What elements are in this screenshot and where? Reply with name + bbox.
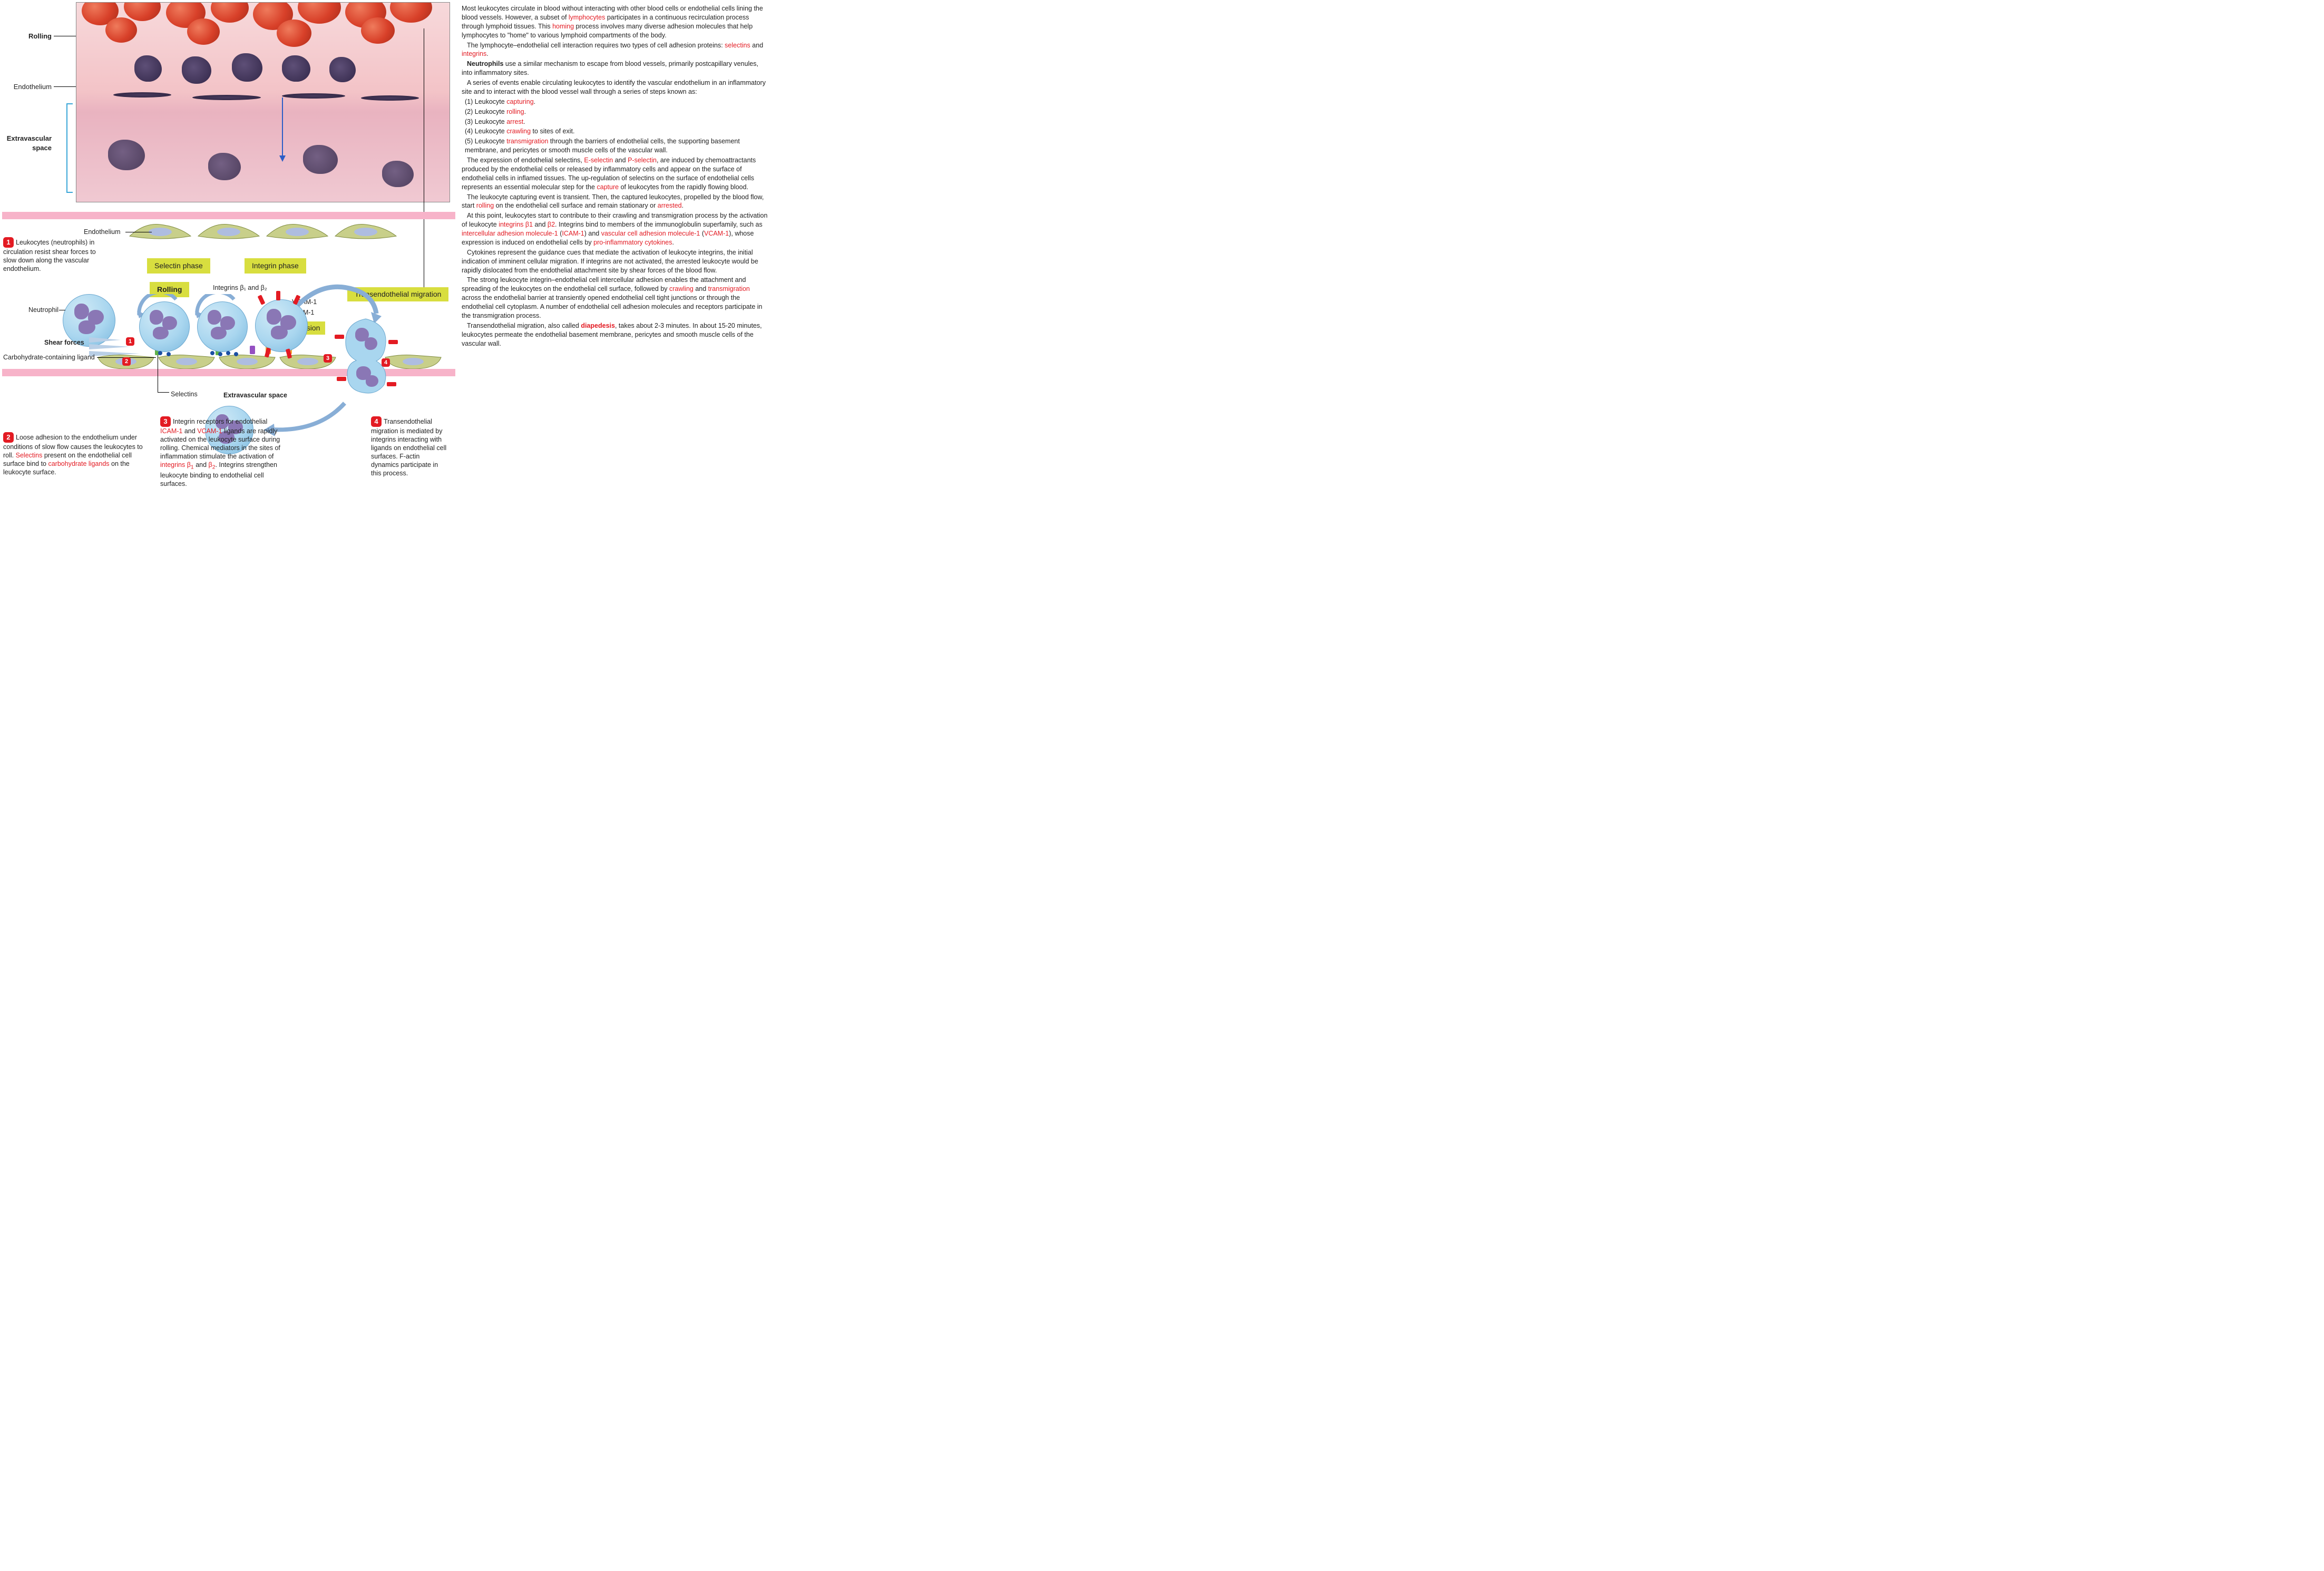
- integrin-phase-box: Integrin phase: [245, 258, 306, 274]
- right-text-column: Most leukocytes circulate in blood witho…: [455, 2, 773, 516]
- page: Rolling Endothelium Extravascular space: [0, 0, 775, 519]
- label-extravascular: Extravascular space: [0, 134, 52, 152]
- neutrophil-4: [255, 299, 308, 352]
- neutrophil-3: [197, 301, 248, 352]
- label-selectins: Selectins: [171, 390, 198, 399]
- micrograph-panel: Rolling Endothelium Extravascular space: [55, 2, 450, 202]
- label-neutrophil: Neutrophil: [28, 306, 58, 315]
- callout-1: 1Leukocytes (neutrophils) in circulation…: [3, 237, 106, 273]
- label-endothelium-top: Endothelium: [84, 228, 121, 237]
- diagram-panel: Endothelium Selectin phase Integrin phas…: [2, 206, 455, 516]
- endo-top-cell: [129, 221, 192, 239]
- selectin-phase-box: Selectin phase: [147, 258, 210, 274]
- label-shear: Shear forces: [44, 338, 84, 347]
- neutrophil-2: [139, 301, 190, 352]
- callout-4: 4Transendothelial migration is mediated …: [371, 416, 447, 477]
- label-extravascular-space: Extravascular space: [223, 391, 287, 400]
- callout-3: 3Integrin receptors for endothelial ICAM…: [160, 416, 284, 488]
- marker-3: 3: [324, 354, 332, 363]
- label-endothelium: Endothelium: [0, 82, 52, 92]
- bracket-extravascular: [66, 103, 73, 193]
- marker-1: 1: [126, 337, 134, 346]
- label-integrins-b: Integrins β₁ and β₂: [213, 284, 267, 292]
- marker-4: 4: [382, 358, 390, 367]
- label-ligand: Carbohydrate-containing ligand: [3, 353, 95, 362]
- pink-bar-top: [2, 212, 455, 219]
- callout-2: 2Loose adhesion to the endothelium under…: [3, 432, 151, 476]
- neutrophil-transmigrating: [339, 316, 392, 395]
- left-column: Rolling Endothelium Extravascular space: [2, 2, 455, 516]
- label-rolling: Rolling: [0, 32, 52, 41]
- arrow-down-icon: [282, 97, 283, 161]
- micrograph-image: [76, 2, 450, 202]
- marker-2: 2: [122, 357, 131, 366]
